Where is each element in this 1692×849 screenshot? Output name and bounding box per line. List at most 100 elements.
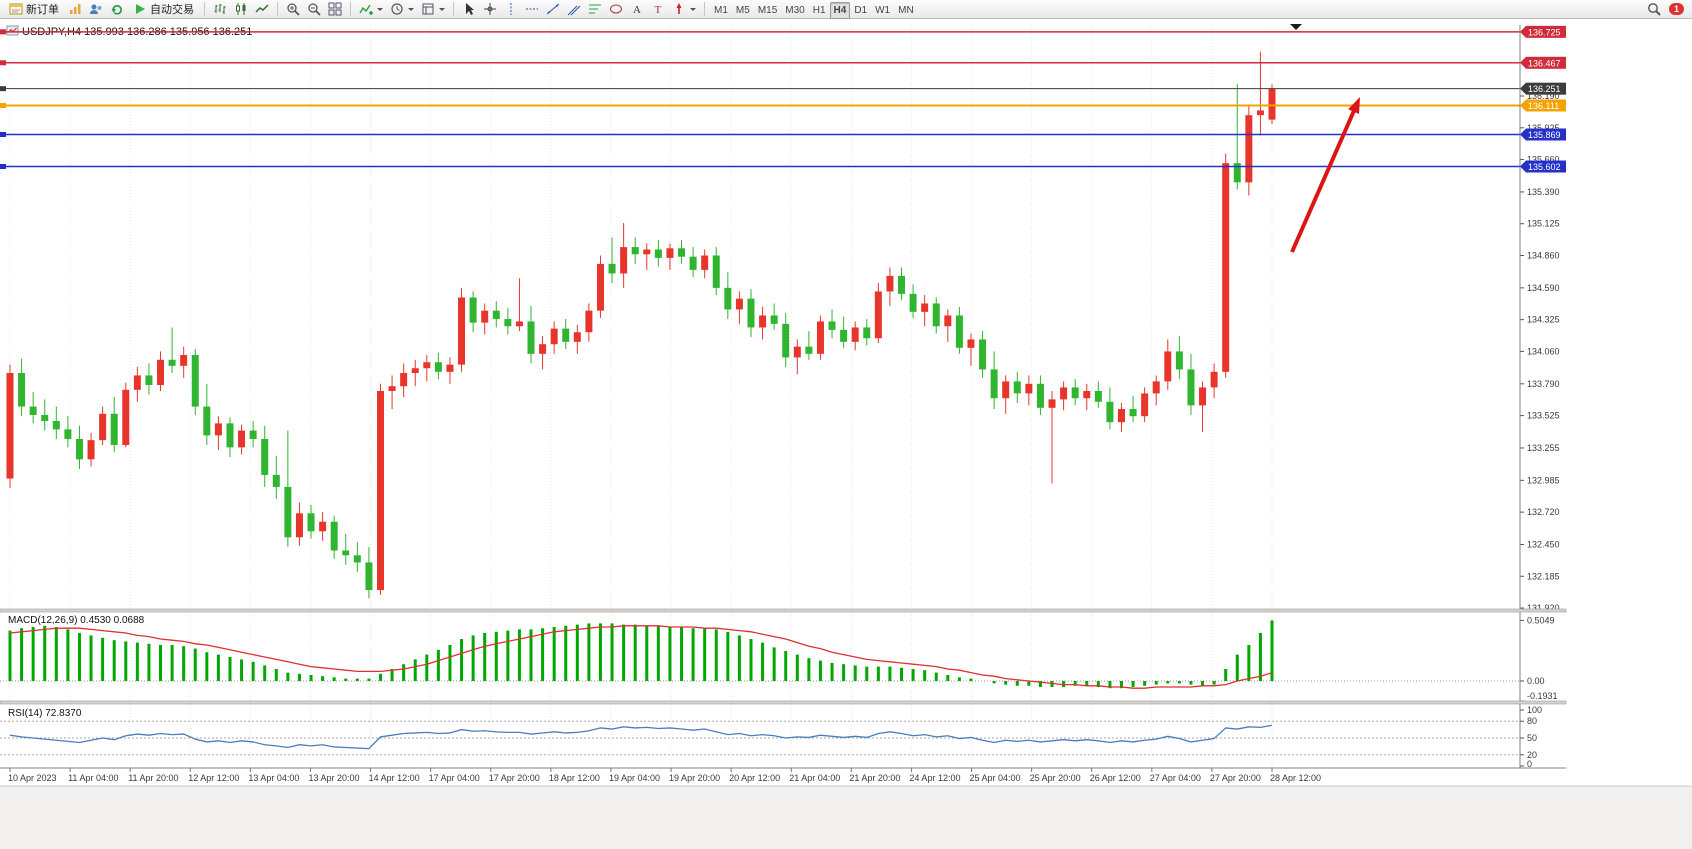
zoom-in-button[interactable] xyxy=(283,1,303,18)
svg-text:24 Apr 12:00: 24 Apr 12:00 xyxy=(909,773,960,783)
price-tag: 136.251 xyxy=(1520,82,1566,95)
svg-text:13 Apr 04:00: 13 Apr 04:00 xyxy=(248,773,299,783)
axes[interactable]: 10 Apr 2023 11 Apr 04:00 11 Apr 20:00 12 Ap… xyxy=(0,24,1692,787)
timeframe-m1-button[interactable]: M1 xyxy=(710,2,732,19)
cursor-tool-button[interactable] xyxy=(459,1,479,18)
timeframe-d1-button[interactable]: D1 xyxy=(850,2,871,19)
svg-text:134.590: 134.590 xyxy=(1527,283,1560,293)
rsi-indicator xyxy=(0,720,1520,756)
horizontal-line-icon xyxy=(526,8,538,10)
svg-text:132.720: 132.720 xyxy=(1527,507,1560,517)
timeframe-h1-button[interactable]: H1 xyxy=(809,2,830,19)
svg-text:136.251: 136.251 xyxy=(1528,84,1561,94)
profiles-button[interactable] xyxy=(86,1,106,18)
bars-chart-icon xyxy=(214,4,226,14)
new-chart-icon xyxy=(70,4,81,14)
templates-icon xyxy=(422,3,434,15)
svg-text:20: 20 xyxy=(1527,750,1537,760)
horizontal-price-lines[interactable] xyxy=(0,29,1520,170)
search-button[interactable] xyxy=(1644,1,1664,18)
svg-text:134.060: 134.060 xyxy=(1527,346,1560,356)
grid-lines xyxy=(9,25,1273,768)
candles-chart-type-button[interactable] xyxy=(231,1,251,18)
chart-shift-marker[interactable] xyxy=(1290,24,1302,30)
svg-text:28 Apr 12:00: 28 Apr 12:00 xyxy=(1270,773,1321,783)
shapes-tool-button[interactable] xyxy=(606,1,626,18)
timeframe-m15-button[interactable]: M15 xyxy=(754,2,781,19)
svg-text:19 Apr 20:00: 19 Apr 20:00 xyxy=(669,773,720,783)
trendline-tool-button[interactable] xyxy=(543,1,563,18)
timeframe-m5-button[interactable]: M5 xyxy=(732,2,754,19)
templates-button[interactable] xyxy=(418,1,448,18)
price-tag: 135.869 xyxy=(1520,128,1566,141)
fibonacci-tool-button[interactable] xyxy=(585,1,605,18)
new-order-icon xyxy=(9,3,23,15)
trend-arrow-annotation[interactable] xyxy=(1290,97,1360,253)
svg-text:136.467: 136.467 xyxy=(1528,58,1561,68)
notification-badge[interactable]: 1 xyxy=(1668,3,1684,15)
autotrade-play-icon xyxy=(136,4,145,14)
periods-button[interactable] xyxy=(387,1,417,18)
timeframe-mn-button[interactable]: MN xyxy=(894,2,918,19)
autotrade-label: 自动交易 xyxy=(150,4,194,16)
arrow-tool-icon xyxy=(676,3,682,14)
svg-text:133.255: 133.255 xyxy=(1527,443,1560,453)
svg-text:A: A xyxy=(633,4,641,16)
crosshair-icon xyxy=(484,3,496,15)
svg-text:50: 50 xyxy=(1527,733,1537,743)
indicators-button[interactable] xyxy=(356,1,386,18)
svg-text:133.790: 133.790 xyxy=(1527,379,1560,389)
macd-label: MACD(12,26,9) 0.4530 0.0688 xyxy=(8,615,145,626)
text-tool-button[interactable]: A xyxy=(627,1,647,18)
svg-text:135.602: 135.602 xyxy=(1528,162,1561,172)
vertical-line-tool-button[interactable] xyxy=(501,1,521,18)
svg-text:11 Apr 04:00: 11 Apr 04:00 xyxy=(68,773,118,783)
refresh-button[interactable] xyxy=(107,1,127,18)
new-order-label: 新订单 xyxy=(26,4,59,16)
label-tool-button[interactable]: T xyxy=(648,1,668,18)
text-tool-icon: A xyxy=(633,4,641,16)
zoom-in-icon xyxy=(287,3,300,16)
svg-text:100: 100 xyxy=(1527,705,1542,715)
price-tag: 136.111 xyxy=(1520,99,1566,112)
svg-text:135.869: 135.869 xyxy=(1528,130,1561,140)
new-chart-button[interactable] xyxy=(65,1,85,18)
timeframe-h4-button[interactable]: H4 xyxy=(829,1,851,19)
svg-text:134.325: 134.325 xyxy=(1527,315,1560,325)
ellipse-shape-icon xyxy=(610,4,622,14)
horizontal-line-tool-button[interactable] xyxy=(522,1,542,18)
chart-background[interactable] xyxy=(0,19,1692,849)
svg-text:20 Apr 12:00: 20 Apr 12:00 xyxy=(729,773,780,783)
svg-text:80: 80 xyxy=(1527,716,1537,726)
svg-text:21 Apr 20:00: 21 Apr 20:00 xyxy=(849,773,900,783)
label-tool-icon: T xyxy=(655,4,662,16)
indicators-icon xyxy=(359,4,373,15)
svg-text:0.5049: 0.5049 xyxy=(1527,615,1555,625)
svg-text:136.111: 136.111 xyxy=(1528,101,1559,111)
svg-text:132.985: 132.985 xyxy=(1527,475,1560,485)
new-order-button[interactable]: 新订单 xyxy=(4,1,64,18)
line-chart-icon xyxy=(255,4,269,13)
svg-text:135.125: 135.125 xyxy=(1527,219,1560,229)
trendline-icon xyxy=(546,3,560,15)
channel-tool-button[interactable] xyxy=(564,1,584,18)
zoom-out-icon xyxy=(308,3,321,16)
price-tag: 136.467 xyxy=(1520,56,1566,69)
cursor-icon xyxy=(466,3,474,15)
svg-text:12 Apr 12:00: 12 Apr 12:00 xyxy=(188,773,239,783)
refresh-icon xyxy=(111,4,122,15)
bars-chart-type-button[interactable] xyxy=(210,1,230,18)
autotrade-button[interactable]: 自动交易 xyxy=(128,1,199,18)
svg-text:26 Apr 12:00: 26 Apr 12:00 xyxy=(1090,773,1141,783)
timeframe-w1-button[interactable]: W1 xyxy=(871,2,894,19)
line-chart-type-button[interactable] xyxy=(252,1,272,18)
crosshair-tool-button[interactable] xyxy=(480,1,500,18)
arrow-tool-button[interactable] xyxy=(669,1,699,18)
price-tag: 135.602 xyxy=(1520,160,1566,173)
zoom-out-button[interactable] xyxy=(304,1,324,18)
tile-windows-button[interactable] xyxy=(325,1,345,18)
rsi-label: RSI(14) 72.8370 xyxy=(8,708,82,719)
svg-text:25 Apr 04:00: 25 Apr 04:00 xyxy=(970,773,1021,783)
timeframe-m30-button[interactable]: M30 xyxy=(781,2,808,19)
